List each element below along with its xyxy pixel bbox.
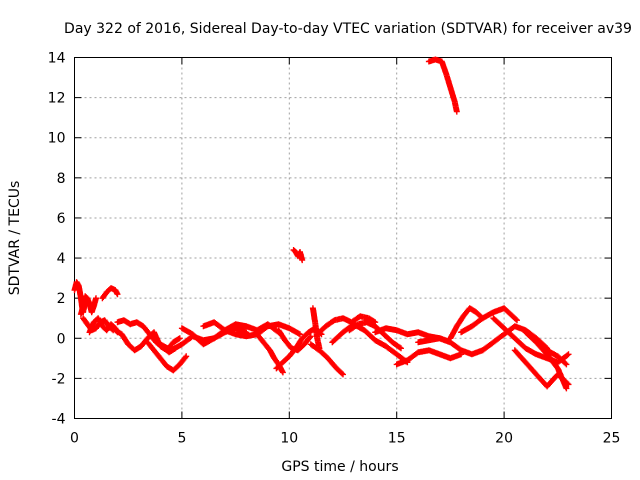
chart-title: Day 322 of 2016, Sidereal Day-to-day VTE… <box>64 21 632 37</box>
plus-marker-track <box>290 247 306 264</box>
track-segment <box>307 341 346 378</box>
plus-marker-track <box>157 325 250 354</box>
y-tick-label: -2 <box>52 371 66 387</box>
plus-marker-track <box>393 347 465 368</box>
x-tick-label: 10 <box>280 431 298 447</box>
y-tick-label: 6 <box>57 211 66 227</box>
track-segment <box>144 339 190 374</box>
y-tick-label: 0 <box>57 331 66 347</box>
y-tick-label: 4 <box>57 251 66 267</box>
track-segment <box>533 339 570 368</box>
track-segment <box>290 247 306 264</box>
track-segment <box>314 313 379 338</box>
x-tick-label: 15 <box>388 431 406 447</box>
y-tick-label: -4 <box>52 412 66 428</box>
y-tick-label: 8 <box>57 171 66 187</box>
x-tick-label: 5 <box>177 431 186 447</box>
y-tick-label: 14 <box>48 51 66 67</box>
track-segment <box>415 335 486 358</box>
x-tick-label: 0 <box>70 431 79 447</box>
track-segment <box>275 327 314 354</box>
plus-marker-track <box>447 305 486 342</box>
grid-lines <box>74 57 612 419</box>
y-axis-label: SDTVAR / TECUs <box>7 181 23 296</box>
y-tick-label: 12 <box>48 91 66 107</box>
plus-marker-track <box>144 339 190 374</box>
plus-marker-track <box>99 285 121 302</box>
plus-marker-track <box>307 341 346 378</box>
data-marks <box>71 56 572 392</box>
y-tick-label: 2 <box>57 291 66 307</box>
x-tick-label: 25 <box>603 431 621 447</box>
plus-marker-track <box>314 313 379 338</box>
track-segment <box>157 325 250 354</box>
track-segment <box>458 305 520 336</box>
y-tick-label: 10 <box>48 131 66 147</box>
x-tick-label: 20 <box>495 431 513 447</box>
track-segment <box>77 293 99 318</box>
plus-marker-track <box>458 305 520 336</box>
plus-marker-track <box>275 327 314 354</box>
axis-ticks <box>74 57 612 419</box>
track-segment <box>99 285 121 302</box>
track-segment <box>425 56 460 115</box>
plus-marker-track <box>77 293 99 318</box>
plus-marker-track <box>533 339 570 368</box>
track-segment <box>447 305 486 342</box>
plus-marker-track <box>425 56 460 115</box>
plot-frame <box>74 57 612 419</box>
plus-marker-track <box>415 335 486 358</box>
track-segment <box>393 347 465 368</box>
x-axis-label: GPS time / hours <box>281 459 398 475</box>
tick-labels: 0 5 10 15 20 25 -4 -2 0 2 4 6 8 10 12 14 <box>48 51 621 447</box>
